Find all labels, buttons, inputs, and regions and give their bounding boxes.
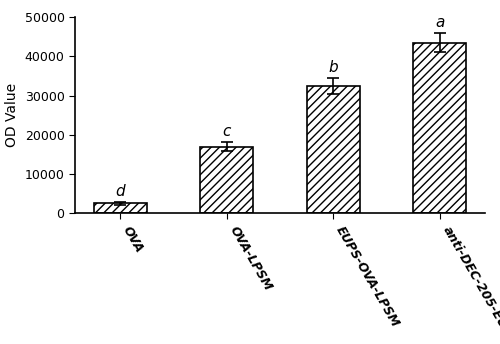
Bar <box>200 147 254 213</box>
Bar <box>94 204 147 213</box>
Text: a: a <box>435 15 444 30</box>
Y-axis label: OD Value: OD Value <box>5 83 19 147</box>
Text: d: d <box>116 184 125 199</box>
Text: c: c <box>222 124 231 139</box>
Bar <box>413 43 467 213</box>
Text: b: b <box>328 60 338 75</box>
Bar <box>306 86 360 213</box>
